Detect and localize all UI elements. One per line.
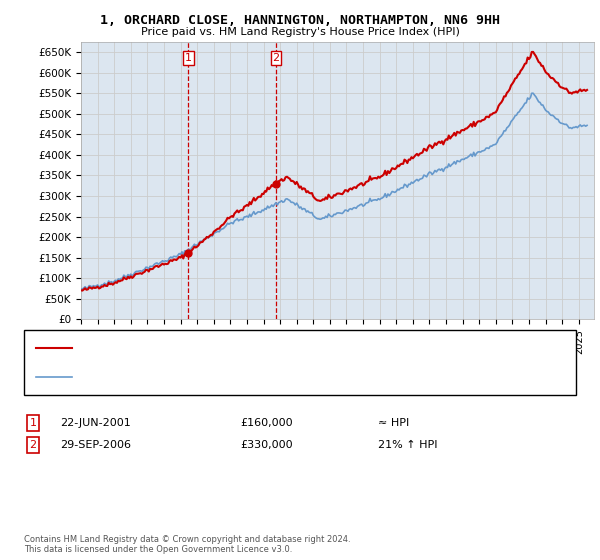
Text: 2: 2	[272, 53, 280, 63]
Text: £160,000: £160,000	[240, 418, 293, 428]
Text: Price paid vs. HM Land Registry's House Price Index (HPI): Price paid vs. HM Land Registry's House …	[140, 27, 460, 37]
Text: ≈ HPI: ≈ HPI	[378, 418, 409, 428]
Text: 1, ORCHARD CLOSE, HANNINGTON, NORTHAMPTON, NN6 9HH: 1, ORCHARD CLOSE, HANNINGTON, NORTHAMPTO…	[100, 14, 500, 27]
Text: £330,000: £330,000	[240, 440, 293, 450]
Text: HPI: Average price, detached house, West Northamptonshire: HPI: Average price, detached house, West…	[81, 372, 378, 382]
Text: Contains HM Land Registry data © Crown copyright and database right 2024.
This d: Contains HM Land Registry data © Crown c…	[24, 535, 350, 554]
Text: 1: 1	[29, 418, 37, 428]
Text: 29-SEP-2006: 29-SEP-2006	[60, 440, 131, 450]
Text: 1, ORCHARD CLOSE, HANNINGTON, NORTHAMPTON, NN6 9HH (detached house): 1, ORCHARD CLOSE, HANNINGTON, NORTHAMPTO…	[81, 343, 473, 353]
Text: 2: 2	[29, 440, 37, 450]
Text: 21% ↑ HPI: 21% ↑ HPI	[378, 440, 437, 450]
Text: 1: 1	[185, 53, 192, 63]
Text: 22-JUN-2001: 22-JUN-2001	[60, 418, 131, 428]
